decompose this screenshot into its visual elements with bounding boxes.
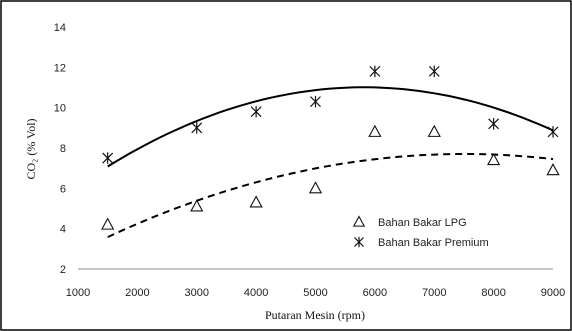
lpg-point [546, 163, 560, 176]
legend: Bahan Bakar LPG Bahan Bakar Premium [352, 215, 489, 249]
x-tick-label: 6000 [363, 287, 387, 299]
legend-label: Bahan Bakar Premium [378, 237, 489, 249]
data-points [101, 65, 560, 230]
lpg-point [190, 199, 204, 212]
x-tick-label: 7000 [422, 287, 446, 299]
y-axis: 2 4 6 8 10 12 14 [54, 22, 66, 276]
premium-point [547, 126, 559, 138]
trendline-triangle [107, 153, 554, 239]
legend-label: Bahan Bakar LPG [378, 217, 467, 229]
y-axis-title: CO₂ (% Vol) [24, 118, 38, 179]
premium-point [191, 122, 203, 134]
y-tick-label: 14 [54, 22, 66, 34]
trendlines [107, 86, 554, 239]
x-tick-label: 3000 [185, 287, 209, 299]
x-tick-label: 9000 [541, 287, 565, 299]
x-tick-label: 5000 [303, 287, 327, 299]
y-tick-label: 2 [60, 264, 66, 276]
lpg-point [308, 181, 323, 194]
x-tick-label: 8000 [481, 287, 505, 299]
x-tick-label: 4000 [244, 287, 268, 299]
y-tick-label: 8 [60, 143, 66, 155]
premium-point [488, 118, 500, 130]
lpg-point [249, 195, 263, 208]
premium-point [369, 65, 381, 78]
premium-point [102, 152, 114, 164]
y-tick-label: 12 [54, 62, 66, 74]
x-tick-label: 2000 [125, 287, 149, 299]
premium-point [250, 105, 262, 118]
lpg-point [368, 124, 382, 137]
x-tick-label: 1000 [66, 287, 90, 299]
lpg-point [101, 217, 115, 230]
lpg-point [487, 152, 501, 166]
premium-point [428, 65, 440, 78]
y-tick-label: 6 [60, 183, 66, 195]
y-tick-label: 10 [54, 103, 66, 115]
x-axis-title: Putaran Mesin (rpm) [265, 308, 365, 322]
legend-marker-lpg [352, 215, 366, 227]
x-axis: 1000 2000 3000 4000 5000 6000 7000 8000 9000 [66, 287, 565, 299]
legend-marker-premium [354, 236, 364, 248]
trendline-asterisk [107, 86, 554, 168]
premium-point [310, 95, 321, 108]
y-tick-label: 4 [60, 224, 66, 236]
lpg-point [427, 124, 441, 137]
